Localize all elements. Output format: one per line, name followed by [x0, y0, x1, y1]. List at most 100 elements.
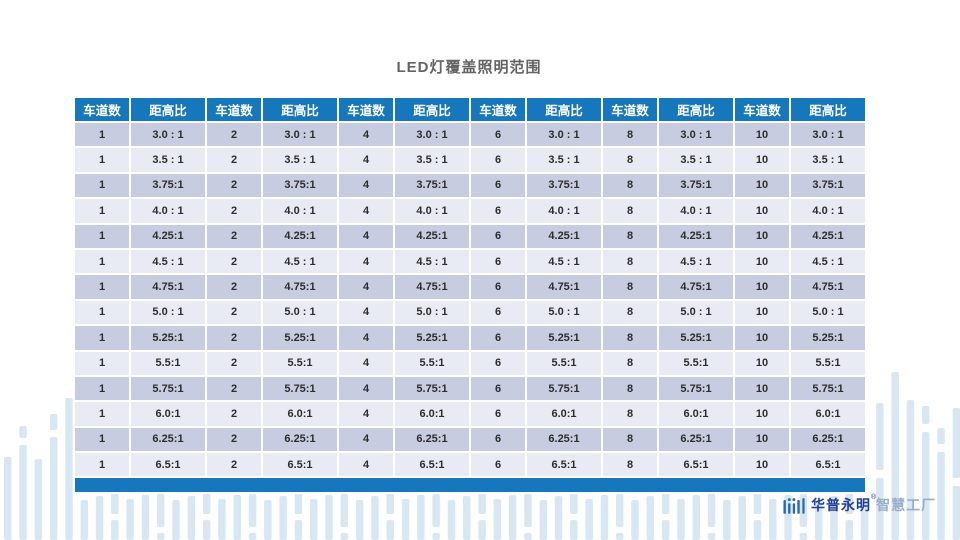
ratio-cell: 5.75:1 [393, 374, 471, 403]
lane-count-cell: 8 [601, 374, 659, 403]
ratio-cell: 6.5:1 [525, 451, 603, 479]
lane-count-cell: 1 [73, 451, 131, 479]
ratio-cell: 5.5:1 [261, 349, 339, 377]
lane-count-cell: 6 [469, 197, 527, 225]
ratio-cell: 5.75:1 [129, 374, 207, 403]
ratio-cell: 5.0 : 1 [261, 298, 339, 327]
ratio-cell: 5.0 : 1 [789, 298, 867, 327]
lane-count-cell: 1 [73, 374, 131, 403]
brand-mark-icon [783, 497, 805, 514]
lane-count-cell: 2 [205, 222, 263, 250]
table-footer-bar [73, 476, 867, 495]
lane-count-cell: 1 [73, 120, 131, 149]
ratio-cell: 5.0 : 1 [657, 298, 735, 327]
lane-count-cell: 10 [733, 120, 791, 149]
lane-count-cell: 8 [601, 451, 659, 479]
ratio-cell: 4.0 : 1 [525, 197, 603, 225]
table-row: 1 3.5 : 1 2 3.5 : 1 4 3.5 : 1 6 3.5 : 1 8 3.5 : 1… [73, 146, 867, 174]
column-header-lanes: 车道数 [205, 96, 263, 123]
ratio-cell: 3.0 : 1 [393, 120, 471, 149]
ratio-cell: 3.75:1 [789, 171, 867, 200]
ratio-cell: 5.0 : 1 [129, 298, 207, 327]
column-header-ratio: 距高比 [789, 96, 867, 123]
ratio-cell: 4.75:1 [789, 273, 867, 301]
ratio-cell: 6.0:1 [261, 400, 339, 428]
ratio-cell: 4.0 : 1 [261, 197, 339, 225]
column-header-ratio: 距高比 [261, 96, 339, 123]
ratio-cell: 5.25:1 [789, 324, 867, 352]
table-row: 1 5.5:1 2 5.5:1 4 5.5:1 6 5.5:1 8 5.5:1 10 5.5:1 [73, 349, 867, 377]
table-body: 1 3.0 : 1 2 3.0 : 1 4 3.0 : 1 6 3.0 : 1 8 3.0 : 1… [73, 120, 867, 495]
column-header-lanes: 车道数 [469, 96, 527, 123]
table-row: 1 4.0 : 1 2 4.0 : 1 4 4.0 : 1 6 4.0 : 1 8 4.0 : 1… [73, 197, 867, 225]
ratio-cell: 4.25:1 [393, 222, 471, 250]
ratio-cell: 4.0 : 1 [129, 197, 207, 225]
lane-count-cell: 8 [601, 120, 659, 149]
ratio-cell: 3.75:1 [261, 171, 339, 200]
lane-count-cell: 6 [469, 400, 527, 428]
ratio-cell: 6.0:1 [789, 400, 867, 428]
lane-count-cell: 10 [733, 273, 791, 301]
ratio-cell: 5.5:1 [525, 349, 603, 377]
lane-count-cell: 6 [469, 425, 527, 454]
ratio-cell: 5.25:1 [129, 324, 207, 352]
lane-count-cell: 8 [601, 425, 659, 454]
ratio-cell: 3.5 : 1 [657, 146, 735, 174]
table-row: 1 3.75:1 2 3.75:1 4 3.75:1 6 3.75:1 8 3.75:1 10 3.7… [73, 171, 867, 200]
ratio-cell: 3.0 : 1 [525, 120, 603, 149]
lane-count-cell: 8 [601, 349, 659, 377]
ratio-cell: 6.5:1 [261, 451, 339, 479]
ratio-cell: 6.25:1 [261, 425, 339, 454]
lane-count-cell: 8 [601, 197, 659, 225]
lane-count-cell: 8 [601, 222, 659, 250]
ratio-cell: 6.0:1 [393, 400, 471, 428]
lane-count-cell: 6 [469, 222, 527, 250]
ratio-cell: 5.25:1 [525, 324, 603, 352]
lane-count-cell: 2 [205, 273, 263, 301]
ratio-cell: 6.5:1 [393, 451, 471, 479]
lane-count-cell: 10 [733, 349, 791, 377]
lane-count-cell: 2 [205, 247, 263, 276]
table-row: 1 5.25:1 2 5.25:1 4 5.25:1 6 5.25:1 8 5.25:1 10 5.2… [73, 324, 867, 352]
table-row: 1 5.0 : 1 2 5.0 : 1 4 5.0 : 1 6 5.0 : 1 8 5.0 : 1… [73, 298, 867, 327]
lane-count-cell: 4 [337, 425, 395, 454]
ratio-cell: 6.25:1 [657, 425, 735, 454]
ratio-cell: 3.75:1 [525, 171, 603, 200]
lane-count-cell: 10 [733, 374, 791, 403]
lane-count-cell: 6 [469, 247, 527, 276]
ratio-cell: 4.0 : 1 [657, 197, 735, 225]
lane-count-cell: 10 [733, 400, 791, 428]
lane-count-cell: 6 [469, 451, 527, 479]
lane-count-cell: 10 [733, 324, 791, 352]
ratio-cell: 6.0:1 [657, 400, 735, 428]
ratio-cell: 5.25:1 [261, 324, 339, 352]
brand-trademark-symbol: ® [871, 493, 877, 501]
lane-count-cell: 2 [205, 374, 263, 403]
lane-count-cell: 8 [601, 247, 659, 276]
lane-count-cell: 6 [469, 120, 527, 149]
lane-count-cell: 4 [337, 120, 395, 149]
lane-count-cell: 2 [205, 146, 263, 174]
lane-count-cell: 8 [601, 324, 659, 352]
lane-count-cell: 6 [469, 298, 527, 327]
lane-count-cell: 1 [73, 247, 131, 276]
lane-count-cell: 10 [733, 171, 791, 200]
table-row: 1 6.5:1 2 6.5:1 4 6.5:1 6 6.5:1 8 6.5:1 10 6.5:1 [73, 451, 867, 479]
table-row: 1 6.0:1 2 6.0:1 4 6.0:1 6 6.0:1 8 6.0:1 10 6.0:1 [73, 400, 867, 428]
column-header-lanes: 车道数 [73, 96, 131, 123]
ratio-cell: 4.25:1 [525, 222, 603, 250]
lane-count-cell: 8 [601, 273, 659, 301]
ratio-cell: 5.25:1 [393, 324, 471, 352]
ratio-cell: 4.25:1 [261, 222, 339, 250]
lane-count-cell: 1 [73, 400, 131, 428]
ratio-cell: 3.0 : 1 [129, 120, 207, 149]
ratio-cell: 6.25:1 [789, 425, 867, 454]
lane-count-cell: 10 [733, 425, 791, 454]
ratio-cell: 6.5:1 [789, 451, 867, 479]
ratio-cell: 6.5:1 [657, 451, 735, 479]
lane-count-cell: 10 [733, 451, 791, 479]
lane-count-cell: 2 [205, 451, 263, 479]
lane-count-cell: 1 [73, 349, 131, 377]
lane-count-cell: 6 [469, 146, 527, 174]
